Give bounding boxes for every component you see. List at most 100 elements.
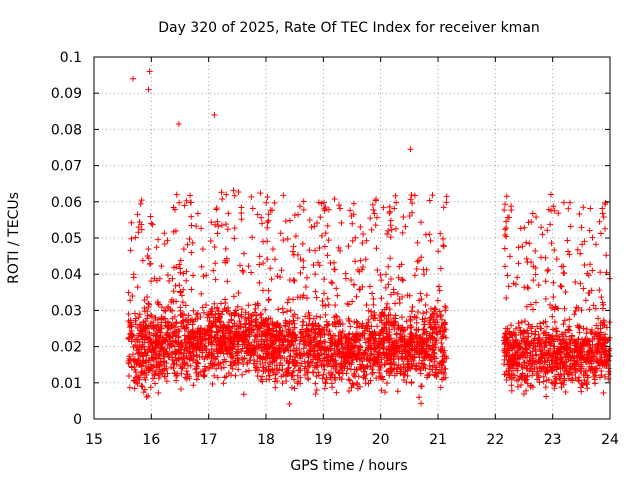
data-point <box>584 270 591 277</box>
data-point <box>549 313 556 320</box>
data-point <box>338 341 345 348</box>
data-point <box>283 320 290 327</box>
data-point <box>243 327 250 334</box>
data-point <box>202 345 209 352</box>
data-point <box>190 307 197 314</box>
data-point <box>561 305 568 312</box>
data-point <box>560 263 567 270</box>
data-point <box>369 369 376 376</box>
y-tick-label: 0.08 <box>51 122 82 138</box>
data-point <box>554 363 561 370</box>
data-point <box>318 362 325 369</box>
data-point <box>155 375 162 382</box>
data-point <box>600 341 607 348</box>
data-point <box>236 335 243 342</box>
data-point <box>317 329 324 336</box>
data-point <box>245 331 252 338</box>
data-point <box>211 355 218 362</box>
data-point <box>402 368 409 375</box>
data-point <box>296 203 303 210</box>
data-point <box>176 282 183 289</box>
data-point <box>504 272 511 279</box>
data-point <box>547 301 554 308</box>
data-point <box>141 308 148 315</box>
data-point <box>591 376 598 383</box>
data-point <box>291 385 298 392</box>
data-point <box>368 344 375 351</box>
data-point <box>536 336 543 343</box>
data-point <box>331 266 338 273</box>
data-point <box>210 267 217 274</box>
data-point <box>582 368 589 375</box>
data-point <box>141 367 148 374</box>
data-point <box>542 369 549 376</box>
data-point <box>206 323 213 330</box>
data-point <box>533 214 540 221</box>
data-point <box>153 277 160 284</box>
data-point <box>395 362 402 369</box>
data-point <box>524 380 531 387</box>
data-point <box>413 326 420 333</box>
data-point <box>577 384 584 391</box>
data-point <box>322 380 329 387</box>
data-point <box>318 232 325 239</box>
data-point <box>330 332 337 339</box>
data-point <box>332 338 339 345</box>
data-point <box>322 302 329 309</box>
data-point <box>265 287 272 294</box>
data-point <box>232 307 239 314</box>
data-point <box>329 353 336 360</box>
data-point <box>441 319 448 326</box>
data-point <box>349 298 356 305</box>
data-point <box>597 269 604 276</box>
data-point <box>514 367 521 374</box>
data-point <box>566 251 573 258</box>
data-point <box>315 372 322 379</box>
data-point <box>250 344 257 351</box>
data-point <box>572 308 579 315</box>
data-point <box>251 309 258 316</box>
data-point <box>164 272 171 279</box>
data-point <box>138 226 145 233</box>
data-point <box>379 336 386 343</box>
data-point <box>155 389 162 396</box>
data-point <box>262 359 269 366</box>
grid-lines <box>94 57 610 419</box>
data-point <box>274 273 281 280</box>
data-point <box>437 312 444 319</box>
data-point <box>303 274 310 281</box>
data-point <box>437 265 444 272</box>
data-point <box>184 241 191 248</box>
data-point <box>538 354 545 361</box>
data-point <box>211 111 218 118</box>
data-point <box>141 350 148 357</box>
data-point <box>203 272 210 279</box>
data-point <box>357 363 364 370</box>
data-point <box>539 336 546 343</box>
data-point <box>238 334 245 341</box>
data-point <box>342 359 349 366</box>
data-point <box>165 354 172 361</box>
data-point <box>249 234 256 241</box>
data-point <box>557 282 564 289</box>
data-point <box>264 326 271 333</box>
data-point <box>394 388 401 395</box>
data-point <box>427 319 434 326</box>
data-point <box>573 360 580 367</box>
data-point <box>136 311 143 318</box>
data-point <box>199 330 206 337</box>
x-tick-label: 16 <box>142 432 160 448</box>
data-point <box>419 335 426 342</box>
data-point <box>544 267 551 274</box>
data-point <box>537 358 544 365</box>
data-point <box>423 292 430 299</box>
data-point <box>240 391 247 398</box>
data-point <box>438 316 445 323</box>
data-point <box>299 294 306 301</box>
data-point <box>598 294 605 301</box>
data-point <box>141 305 148 312</box>
data-point <box>176 261 183 268</box>
data-point <box>525 285 532 292</box>
data-point <box>321 366 328 373</box>
data-point <box>406 342 413 349</box>
